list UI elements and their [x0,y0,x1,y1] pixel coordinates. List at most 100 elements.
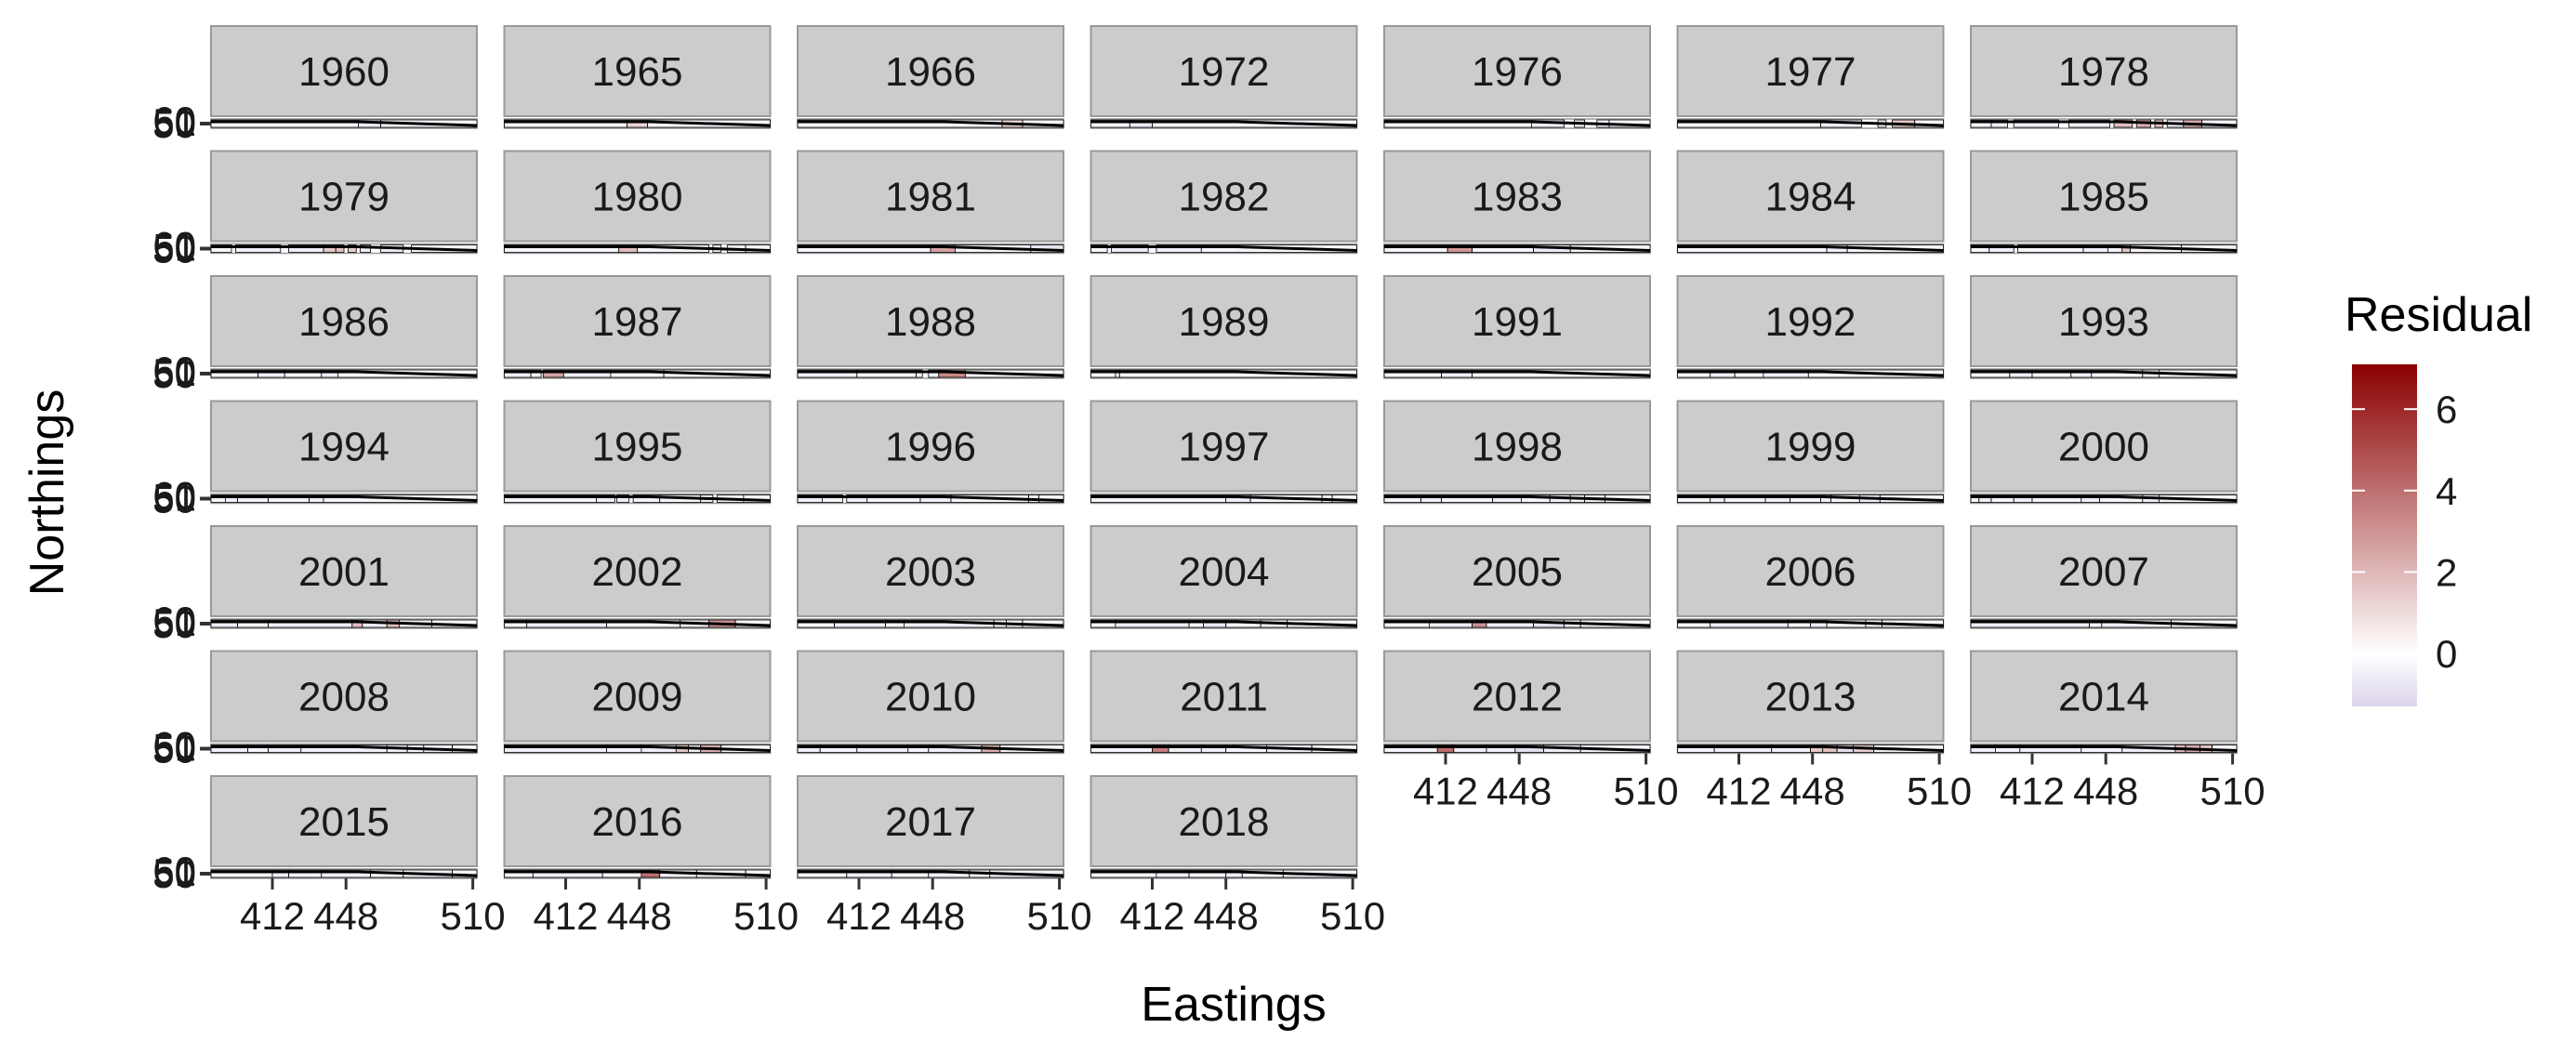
facet-strip-label: 2011 [1180,675,1268,720]
coast-outline [798,495,1064,502]
y-tick-label: 60 [152,599,196,642]
facet-strip-label: 2004 [1179,549,1270,595]
facet-strip [210,275,478,367]
facet-strip-label: 2010 [885,675,976,720]
facet-strip [1676,275,1945,367]
coast-outline [1971,120,2238,127]
facet-strip [1676,650,1945,743]
facet-panel-1972: 1972 [1090,25,1358,129]
facet-strip [210,150,478,243]
facet-strip [503,275,772,367]
x-tick-label: 448 [1780,770,1845,813]
coast-outline [1677,495,1944,502]
coast-outline [504,245,771,252]
coast-outline [504,495,771,502]
facet-strip [1970,150,2238,243]
facet-strip-label: 2018 [1179,799,1270,845]
facet-strip [797,25,1064,117]
coast-outline [1677,745,1944,752]
legend-title: Residual [2345,288,2532,342]
facet-panel-2013: 2013 412 448 510 [1676,650,1972,813]
facet-panel-1993: 1993 [1970,275,2238,379]
facet-strip-label: 1993 [2058,299,2149,345]
y-tick-label: 51 [152,350,196,394]
coast-outline [1090,120,1357,127]
legend: Residual 0 2 4 6 [2345,288,2532,706]
y-tick-label: 51 [152,726,196,770]
x-tick-label: 412 [826,894,892,938]
facet-panel-1996: 1996 [797,400,1064,505]
facet-strip [1383,650,1651,743]
facet-strip [1090,275,1358,367]
coast-outline [798,120,1064,127]
coast-outline [1971,245,2238,252]
facet-strip [797,150,1064,243]
facet-strip-label: 2003 [885,549,976,595]
coast-outline [798,745,1064,752]
x-tick-label: 510 [1027,894,1092,938]
facet-panel-2007: 2007 [1970,525,2238,629]
facet-strip [797,400,1064,493]
facet-strip-label: 1987 [592,299,683,345]
y-tick-label: 60 [152,224,196,268]
facet-panel-1982: 1982 [1090,150,1358,255]
facet-strip-label: 2008 [298,675,390,720]
facet-strip [1970,400,2238,493]
coast-outline [211,120,478,127]
y-tick-label: 50 [152,728,196,771]
facet-panel-1988: 1988 [797,275,1064,379]
residual-cell [916,369,923,378]
facet-strip-label: 1988 [885,299,976,345]
coast-outline [504,370,771,377]
facet-strip [797,525,1064,617]
facet-strip-label: 1999 [1765,425,1856,470]
residual-cell [616,494,630,503]
facet-panel-1999: 1999 [1676,400,1945,505]
facet-strip-label: 1992 [1765,299,1856,345]
residual-cell [2013,119,2059,128]
facet-strip-label: 1985 [2058,175,2149,220]
y-tick-label: 50 [152,602,196,646]
facet-strip [1383,275,1651,367]
y-tick-label: 60 [152,474,196,518]
facet-strip-label: 2005 [1472,549,1563,595]
x-tick-label: 448 [900,894,965,938]
y-axis-title: Northings [20,389,74,597]
x-tick-label: 448 [1194,894,1259,938]
facet-strip [1676,525,1945,617]
y-tick-label: 50 [152,102,196,146]
facet-strip-label: 2006 [1765,549,1856,595]
x-tick-label: 412 [240,894,305,938]
x-tick-label: 510 [1907,770,1972,813]
coast-outline [211,245,478,252]
facet-strip-label: 1998 [1472,425,1563,470]
facet-strip-label: 1976 [1472,49,1563,95]
legend-tick-label: 0 [2436,632,2457,676]
facet-panel-1965: 1965 [503,25,772,129]
facet-panel-2003: 2003 [797,525,1064,629]
y-tick-label: 51 [152,476,196,520]
coast-outline [1384,495,1651,502]
facet-strip [210,400,478,493]
residual-cell [530,369,542,378]
legend-tick-label: 4 [2436,469,2457,513]
facet-strip [210,775,478,867]
facet-strip [210,525,478,617]
coast-outline [1677,370,1944,377]
y-tick-label: 51 [152,226,196,270]
facet-strip-label: 2017 [885,799,976,845]
facet-panel-2016: 2016 412 448 510 [503,775,799,938]
residual-cell [2068,119,2111,128]
facet-strip-label: 2016 [592,799,683,845]
x-tick-label: 510 [733,894,799,938]
facet-strip [1970,525,2238,617]
facet-strip-label: 1989 [1179,299,1270,345]
facet-strip [1090,150,1358,243]
facet-strip-label: 2014 [2058,675,2149,720]
